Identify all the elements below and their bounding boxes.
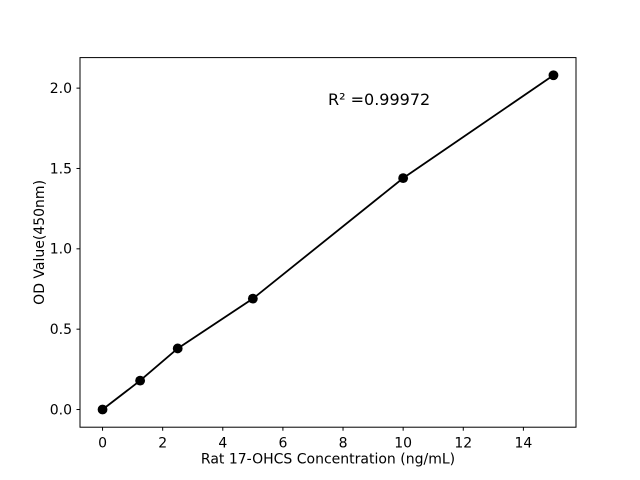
x-tick-label: 0 [98,436,107,452]
x-tick-label: 2 [158,436,167,452]
x-tick-label: 6 [278,436,287,452]
y-tick-label: 1.0 [50,242,72,258]
data-point [135,375,146,386]
y-tick-label: 1.5 [50,161,72,177]
y-tick-label: 0.0 [50,402,72,418]
x-tick-label: 8 [339,436,348,452]
data-point [398,173,409,184]
y-tick-label: 2.0 [50,81,72,97]
x-tick-label: 10 [394,436,412,452]
x-tick-label: 14 [514,436,532,452]
x-tick-label: 4 [218,436,227,452]
data-point [97,404,108,415]
y-axis-label: OD Value(450nm) [32,180,48,305]
data-point [548,70,559,81]
x-axis-label: Rat 17-OHCS Concentration (ng/mL) [201,452,455,468]
fit-line [101,74,555,411]
data-point [172,343,183,354]
r-squared-annotation: R² =0.99972 [328,90,430,109]
axes-frame [79,57,577,428]
y-tick-label: 0.5 [50,322,72,338]
data-point [247,293,258,304]
x-tick-label: 12 [454,436,472,452]
